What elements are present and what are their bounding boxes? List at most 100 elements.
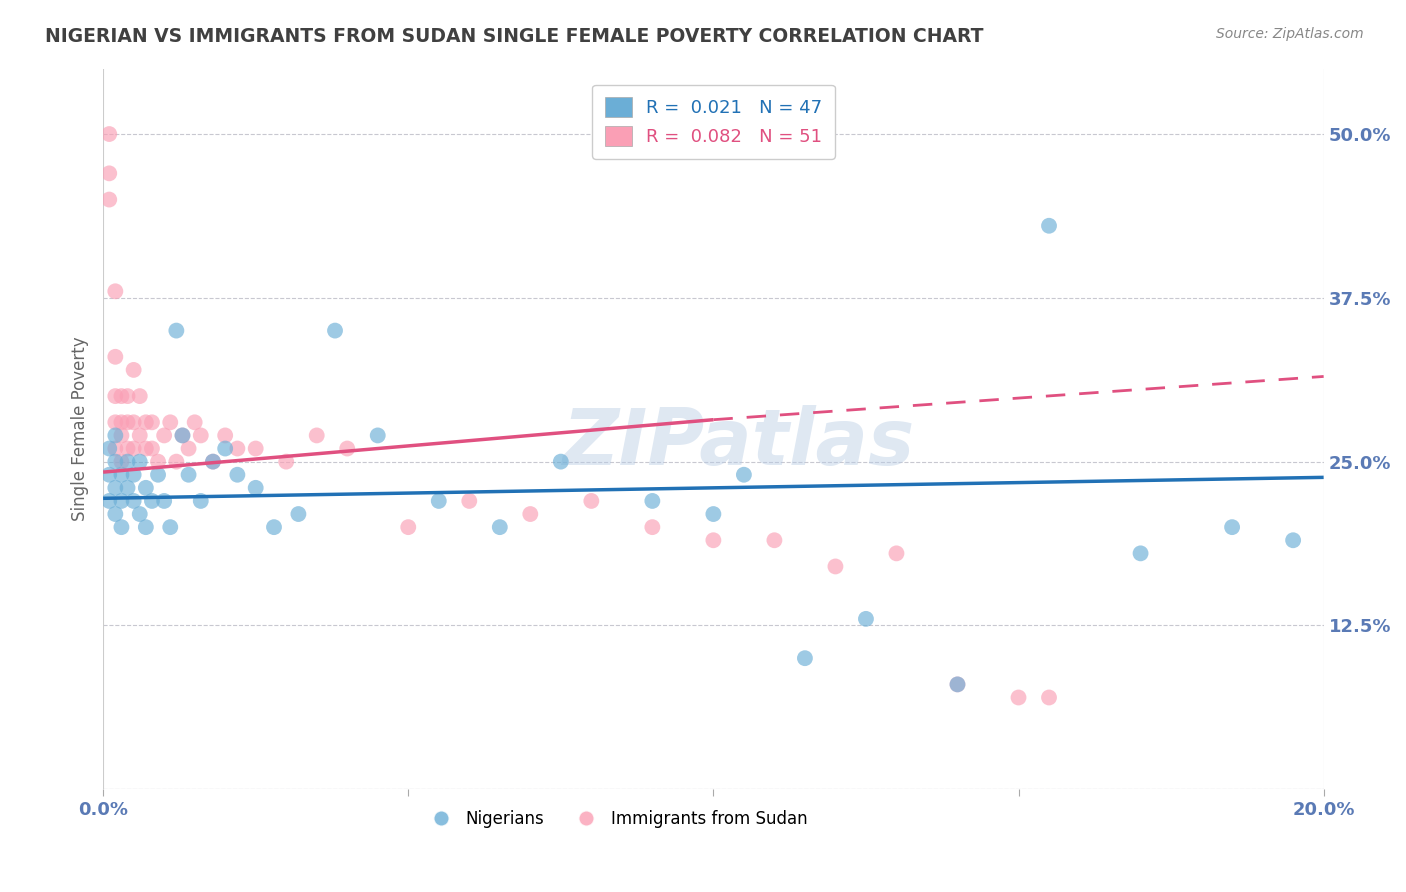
Point: [98, 467, 121, 482]
Point: [367, 428, 389, 442]
Point: [110, 494, 132, 508]
Point: [201, 455, 224, 469]
Point: [946, 677, 969, 691]
Point: [128, 428, 150, 442]
Point: [458, 494, 481, 508]
Point: [1007, 690, 1029, 705]
Point: [165, 455, 187, 469]
Point: [122, 442, 145, 456]
Point: [110, 415, 132, 429]
Point: [323, 324, 346, 338]
Point: [641, 520, 664, 534]
Point: [110, 428, 132, 442]
Point: [98, 193, 121, 207]
Point: [104, 389, 127, 403]
Point: [226, 467, 249, 482]
Point: [245, 442, 267, 456]
Point: [135, 415, 157, 429]
Point: [146, 455, 169, 469]
Point: [396, 520, 419, 534]
Point: [190, 494, 212, 508]
Point: [122, 494, 145, 508]
Point: [135, 481, 157, 495]
Point: [172, 428, 194, 442]
Point: [214, 442, 236, 456]
Point: [122, 467, 145, 482]
Point: [159, 520, 181, 534]
Text: NIGERIAN VS IMMIGRANTS FROM SUDAN SINGLE FEMALE POVERTY CORRELATION CHART: NIGERIAN VS IMMIGRANTS FROM SUDAN SINGLE…: [45, 27, 983, 45]
Point: [153, 494, 176, 508]
Point: [172, 428, 194, 442]
Point: [1038, 690, 1060, 705]
Point: [641, 494, 664, 508]
Point: [226, 442, 249, 456]
Point: [117, 442, 139, 456]
Point: [110, 467, 132, 482]
Point: [1129, 546, 1152, 560]
Point: [763, 533, 786, 548]
Point: [276, 455, 298, 469]
Point: [214, 428, 236, 442]
Point: [104, 455, 127, 469]
Point: [427, 494, 450, 508]
Point: [1282, 533, 1305, 548]
Legend: Nigerians, Immigrants from Sudan: Nigerians, Immigrants from Sudan: [418, 804, 814, 835]
Point: [165, 324, 187, 338]
Point: [245, 481, 267, 495]
Point: [117, 415, 139, 429]
Point: [201, 455, 224, 469]
Point: [104, 415, 127, 429]
Point: [104, 350, 127, 364]
Point: [702, 507, 724, 521]
Point: [1220, 520, 1243, 534]
Point: [104, 507, 127, 521]
Point: [117, 481, 139, 495]
Point: [263, 520, 285, 534]
Point: [141, 415, 163, 429]
Point: [886, 546, 908, 560]
Point: [146, 467, 169, 482]
Text: ZIPatlas: ZIPatlas: [561, 405, 914, 482]
Point: [141, 442, 163, 456]
Point: [98, 494, 121, 508]
Point: [117, 455, 139, 469]
Point: [110, 389, 132, 403]
Point: [177, 442, 200, 456]
Point: [824, 559, 846, 574]
Point: [110, 520, 132, 534]
Point: [104, 481, 127, 495]
Point: [98, 127, 121, 141]
Point: [104, 442, 127, 456]
Point: [135, 520, 157, 534]
Point: [104, 285, 127, 299]
Point: [135, 442, 157, 456]
Point: [183, 415, 205, 429]
Point: [104, 428, 127, 442]
Point: [153, 428, 176, 442]
Point: [159, 415, 181, 429]
Point: [946, 677, 969, 691]
Point: [98, 442, 121, 456]
Point: [793, 651, 815, 665]
Point: [336, 442, 359, 456]
Point: [287, 507, 309, 521]
Point: [190, 428, 212, 442]
Point: [488, 520, 510, 534]
Point: [128, 507, 150, 521]
Point: [519, 507, 541, 521]
Point: [1038, 219, 1060, 233]
Point: [110, 455, 132, 469]
Point: [702, 533, 724, 548]
Point: [177, 467, 200, 482]
Point: [733, 467, 755, 482]
Point: [141, 494, 163, 508]
Point: [128, 389, 150, 403]
Point: [581, 494, 603, 508]
Point: [855, 612, 877, 626]
Point: [122, 363, 145, 377]
Point: [305, 428, 328, 442]
Point: [122, 415, 145, 429]
Point: [550, 455, 572, 469]
Point: [98, 166, 121, 180]
Point: [117, 389, 139, 403]
